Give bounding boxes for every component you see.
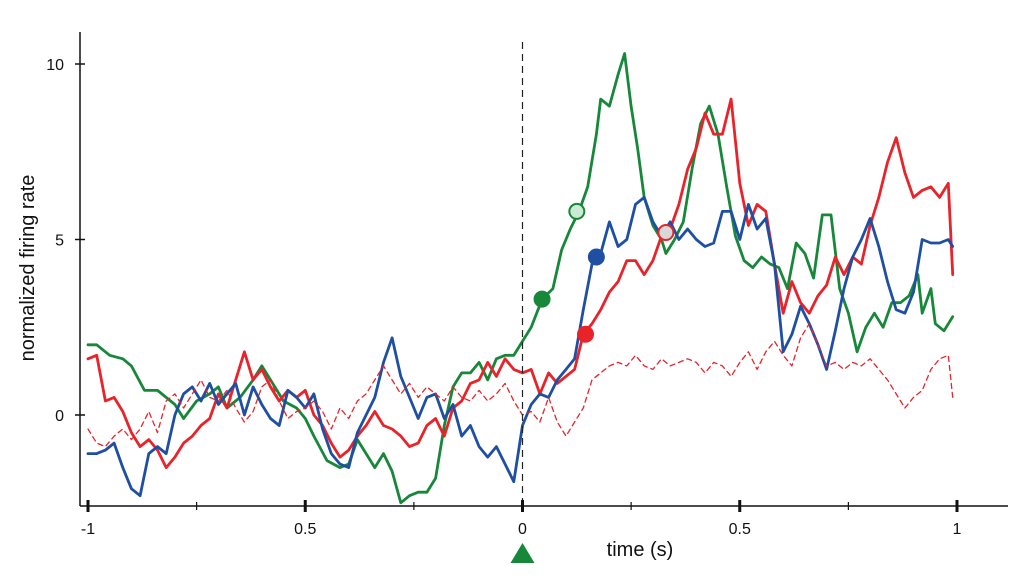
latency-marker-4 [577,325,595,343]
x-tick-label: 1 [953,521,962,538]
x-axis-label: time (s) [607,539,674,561]
y-axis-label: normalized firing rate [17,175,39,362]
latency-marker-1 [533,290,551,308]
x-ticks: -1 0.5 0 0.5 1 [81,500,962,538]
x-tick-label: -1 [81,521,95,538]
x-tick-label: 0 [518,521,527,538]
y-tick-label: 0 [55,408,64,425]
latency-marker-2 [568,202,586,220]
latency-marker-5 [657,223,675,241]
latency-marker-3 [587,248,605,266]
stimulus-onset-icon [510,543,535,563]
series-layer [86,52,955,505]
series-line-1 [86,52,955,505]
y-tick-label: 5 [55,233,64,250]
y-tick-label: 10 [46,57,64,74]
x-tick-label: 0.5 [294,521,316,538]
x-tick-label: 0.5 [729,521,751,538]
markers-layer [533,202,675,343]
y-ticks: 0 5 10 [46,57,85,425]
